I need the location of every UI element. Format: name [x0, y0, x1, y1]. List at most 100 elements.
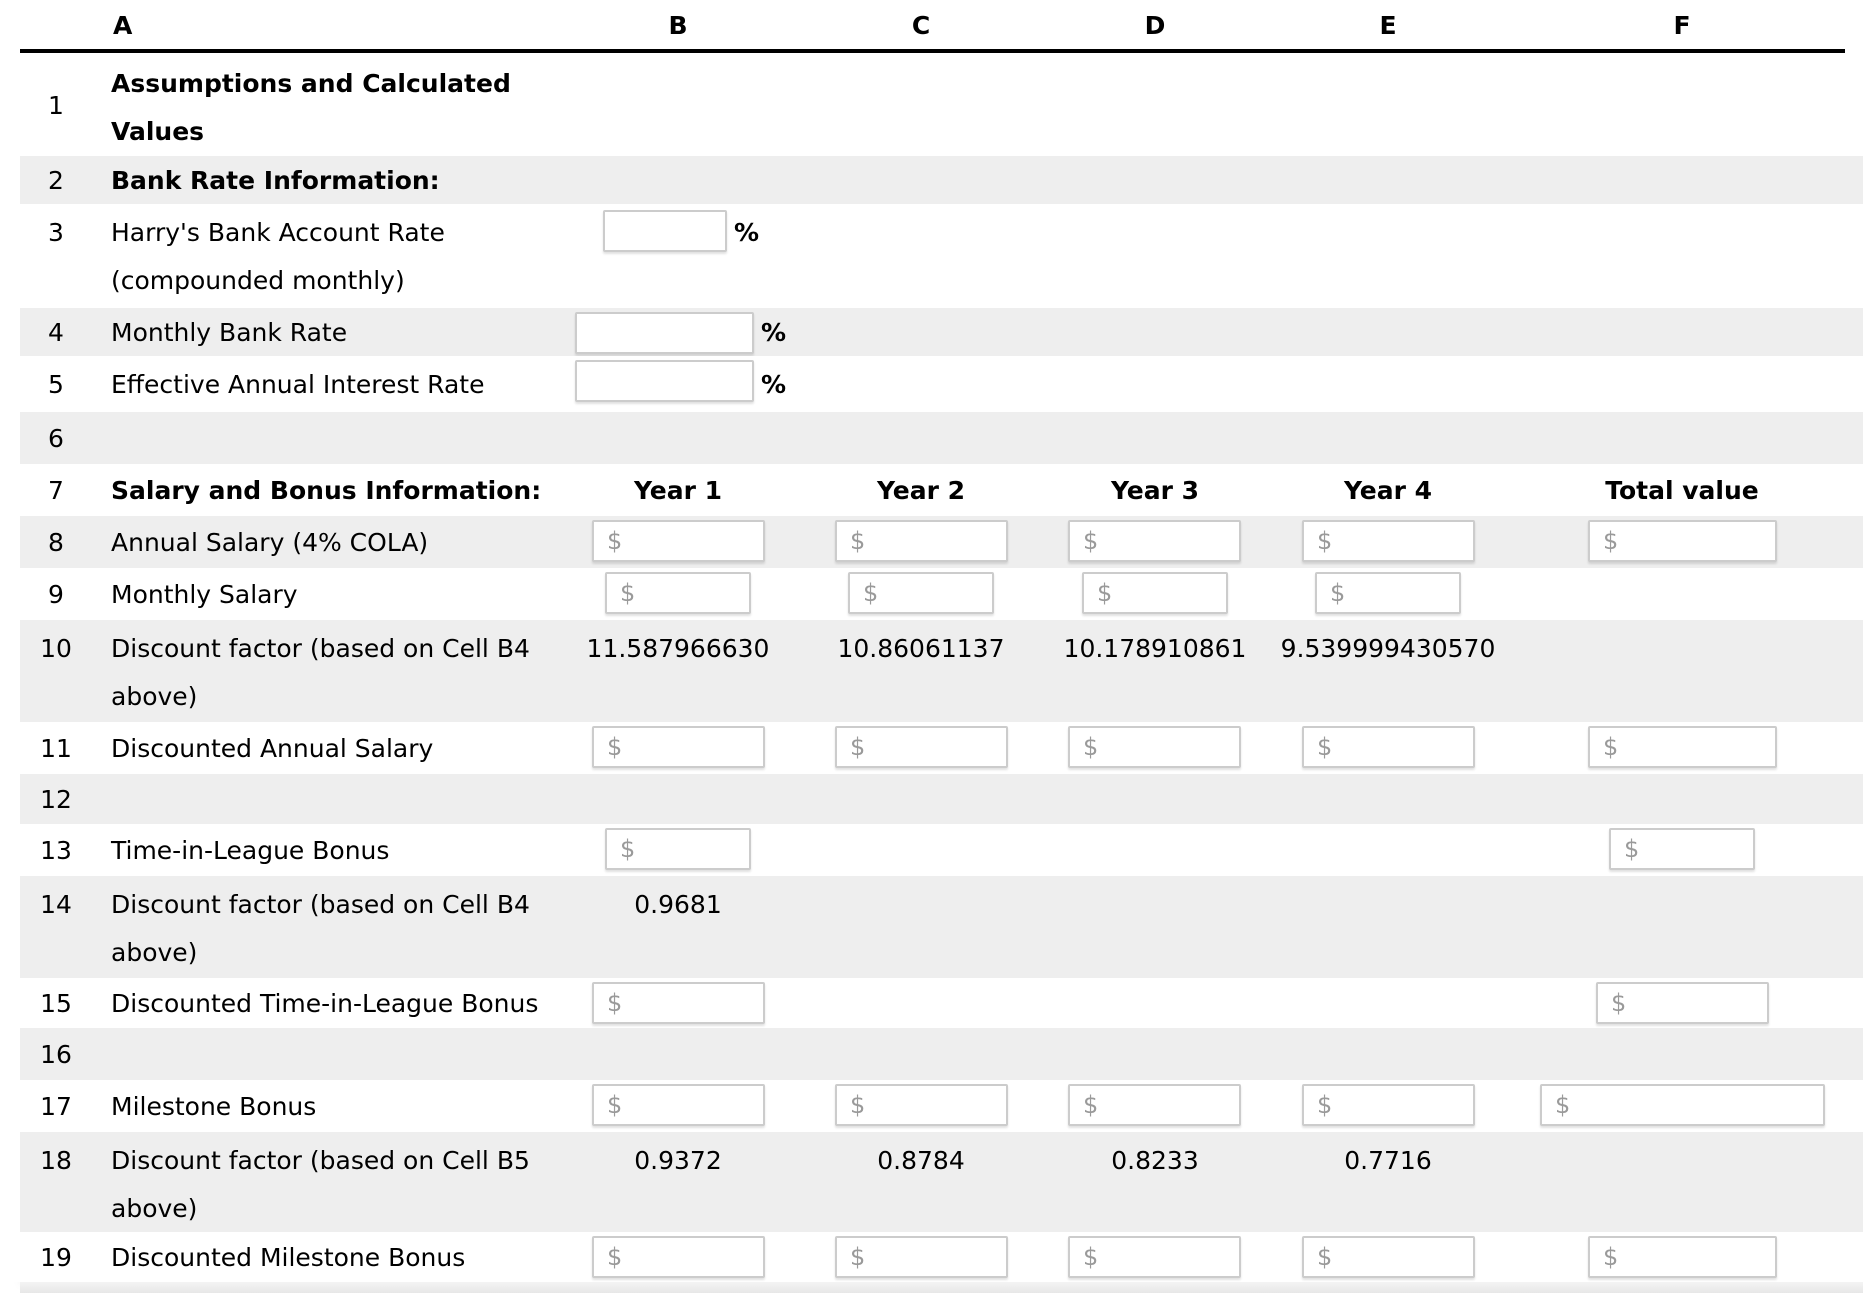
cell-F8-input[interactable]	[1588, 520, 1777, 562]
row-11-number: 11	[40, 733, 72, 763]
cell-B3-input[interactable]	[603, 210, 727, 252]
cell-D19-input[interactable]	[1068, 1236, 1241, 1278]
row-3-number: 3	[48, 217, 64, 247]
total-value-header: Total value	[1605, 475, 1759, 505]
cell-C9-input[interactable]	[848, 572, 994, 614]
cell-C18-value: 0.8784	[877, 1145, 965, 1175]
row-7-number: 7	[48, 475, 64, 505]
row-19-number: 19	[40, 1242, 72, 1272]
year-4-header: Year 4	[1343, 475, 1433, 505]
cell-C8-input[interactable]	[835, 520, 1008, 562]
column-header-e: E	[1379, 11, 1397, 40]
cell-C10-value: 10.86061137	[837, 633, 1005, 663]
row-3-percent-suffix: %	[734, 217, 760, 247]
row-12-number: 12	[40, 784, 72, 814]
row-9-label: Monthly Salary	[111, 579, 298, 609]
cell-B11-input[interactable]	[592, 726, 765, 768]
row-2: 2 Bank Rate Information:	[0, 156, 1863, 204]
row-1-number: 1	[48, 91, 64, 120]
column-header-b: B	[668, 11, 688, 40]
cell-B18-value: 0.9372	[634, 1145, 722, 1175]
row-7: 7 Salary and Bonus Information: Year 1 Y…	[0, 464, 1863, 516]
row-11: 11 Discounted Annual Salary	[0, 722, 1863, 774]
year-1-header: Year 1	[633, 475, 723, 505]
row-4: 4 Monthly Bank Rate %	[0, 308, 1863, 356]
row-12: 12	[0, 774, 1863, 824]
row-8-label: Annual Salary (4% COLA)	[111, 527, 429, 557]
row-19: 19 Discounted Milestone Bonus	[0, 1232, 1863, 1282]
cell-C19-input[interactable]	[835, 1236, 1008, 1278]
row-14-number: 14	[40, 889, 72, 919]
column-header-a: A	[113, 11, 133, 40]
row-13-number: 13	[40, 835, 72, 865]
cell-E9-input[interactable]	[1315, 572, 1461, 614]
row-13-label: Time-in-League Bonus	[111, 835, 390, 865]
column-header-f: F	[1673, 11, 1691, 40]
row-16-number: 16	[40, 1039, 72, 1069]
cell-F13-input[interactable]	[1609, 828, 1755, 870]
row-14: 14 Discount factor (based on Cell B4 abo…	[0, 876, 1863, 978]
row-15: 15 Discounted Time-in-League Bonus	[0, 978, 1863, 1028]
row-14-label-line2: above)	[111, 937, 198, 967]
row-5: 5 Effective Annual Interest Rate %	[0, 356, 1863, 412]
row-1: 1 Assumptions and Calculated Values	[0, 55, 1863, 156]
cell-D17-input[interactable]	[1068, 1084, 1241, 1126]
cell-F11-input[interactable]	[1588, 726, 1777, 768]
row-19-label: Discounted Milestone Bonus	[111, 1242, 466, 1272]
cell-B9-input[interactable]	[605, 572, 751, 614]
row-15-number: 15	[40, 988, 72, 1018]
cell-E19-input[interactable]	[1302, 1236, 1475, 1278]
row-14-label-line1: Discount factor (based on Cell B4	[111, 889, 530, 919]
row-2-number: 2	[48, 165, 64, 195]
cell-B4-input[interactable]	[575, 312, 754, 354]
cell-E11-input[interactable]	[1302, 726, 1475, 768]
row-10-label-line1: Discount factor (based on Cell B4	[111, 633, 530, 663]
row-6-number: 6	[48, 423, 64, 453]
row-8: 8 Annual Salary (4% COLA)	[0, 516, 1863, 568]
cell-D9-input[interactable]	[1082, 572, 1228, 614]
row-10: 10 Discount factor (based on Cell B4 abo…	[0, 620, 1863, 722]
column-header-d: D	[1144, 11, 1166, 40]
cell-B13-input[interactable]	[605, 828, 751, 870]
header-rule	[20, 49, 1845, 53]
cell-E8-input[interactable]	[1302, 520, 1475, 562]
cell-B15-input[interactable]	[592, 982, 765, 1024]
row-6: 6	[0, 412, 1863, 464]
cell-B8-input[interactable]	[592, 520, 765, 562]
year-2-header: Year 2	[876, 475, 966, 505]
row-18-label-line2: above)	[111, 1193, 198, 1223]
row-17: 17 Milestone Bonus	[0, 1080, 1863, 1132]
cell-F17-input[interactable]	[1540, 1084, 1825, 1126]
row-15-label: Discounted Time-in-League Bonus	[111, 988, 539, 1018]
cell-D18-value: 0.8233	[1111, 1145, 1199, 1175]
column-header-row: A B C D E F	[0, 0, 1863, 55]
row-8-number: 8	[48, 527, 64, 557]
cell-E17-input[interactable]	[1302, 1084, 1475, 1126]
row-1-title-line2: Values	[111, 116, 205, 146]
next-row-partial-strip	[20, 1282, 1863, 1293]
cell-F19-input[interactable]	[1588, 1236, 1777, 1278]
cell-D11-input[interactable]	[1068, 726, 1241, 768]
cell-B5-input[interactable]	[575, 360, 754, 402]
cell-B19-input[interactable]	[592, 1236, 765, 1278]
cell-E18-value: 0.7716	[1344, 1145, 1432, 1175]
row-5-label: Effective Annual Interest Rate	[111, 369, 485, 399]
row-4-number: 4	[48, 317, 64, 347]
cell-C11-input[interactable]	[835, 726, 1008, 768]
year-3-header: Year 3	[1110, 475, 1200, 505]
row-7-section-title: Salary and Bonus Information:	[111, 475, 542, 505]
row-18-number: 18	[40, 1145, 72, 1175]
cell-B17-input[interactable]	[592, 1084, 765, 1126]
row-10-number: 10	[40, 633, 72, 663]
cell-C17-input[interactable]	[835, 1084, 1008, 1126]
cell-D8-input[interactable]	[1068, 520, 1241, 562]
cell-F15-input[interactable]	[1596, 982, 1769, 1024]
row-3-label-line1: Harry's Bank Account Rate	[111, 217, 445, 247]
row-1-title-line1: Assumptions and Calculated	[111, 68, 511, 98]
row-5-percent-suffix: %	[761, 369, 787, 399]
row-4-label: Monthly Bank Rate	[111, 317, 348, 347]
row-11-label: Discounted Annual Salary	[111, 733, 434, 763]
row-17-label: Milestone Bonus	[111, 1091, 317, 1121]
row-18: 18 Discount factor (based on Cell B5 abo…	[0, 1132, 1863, 1232]
